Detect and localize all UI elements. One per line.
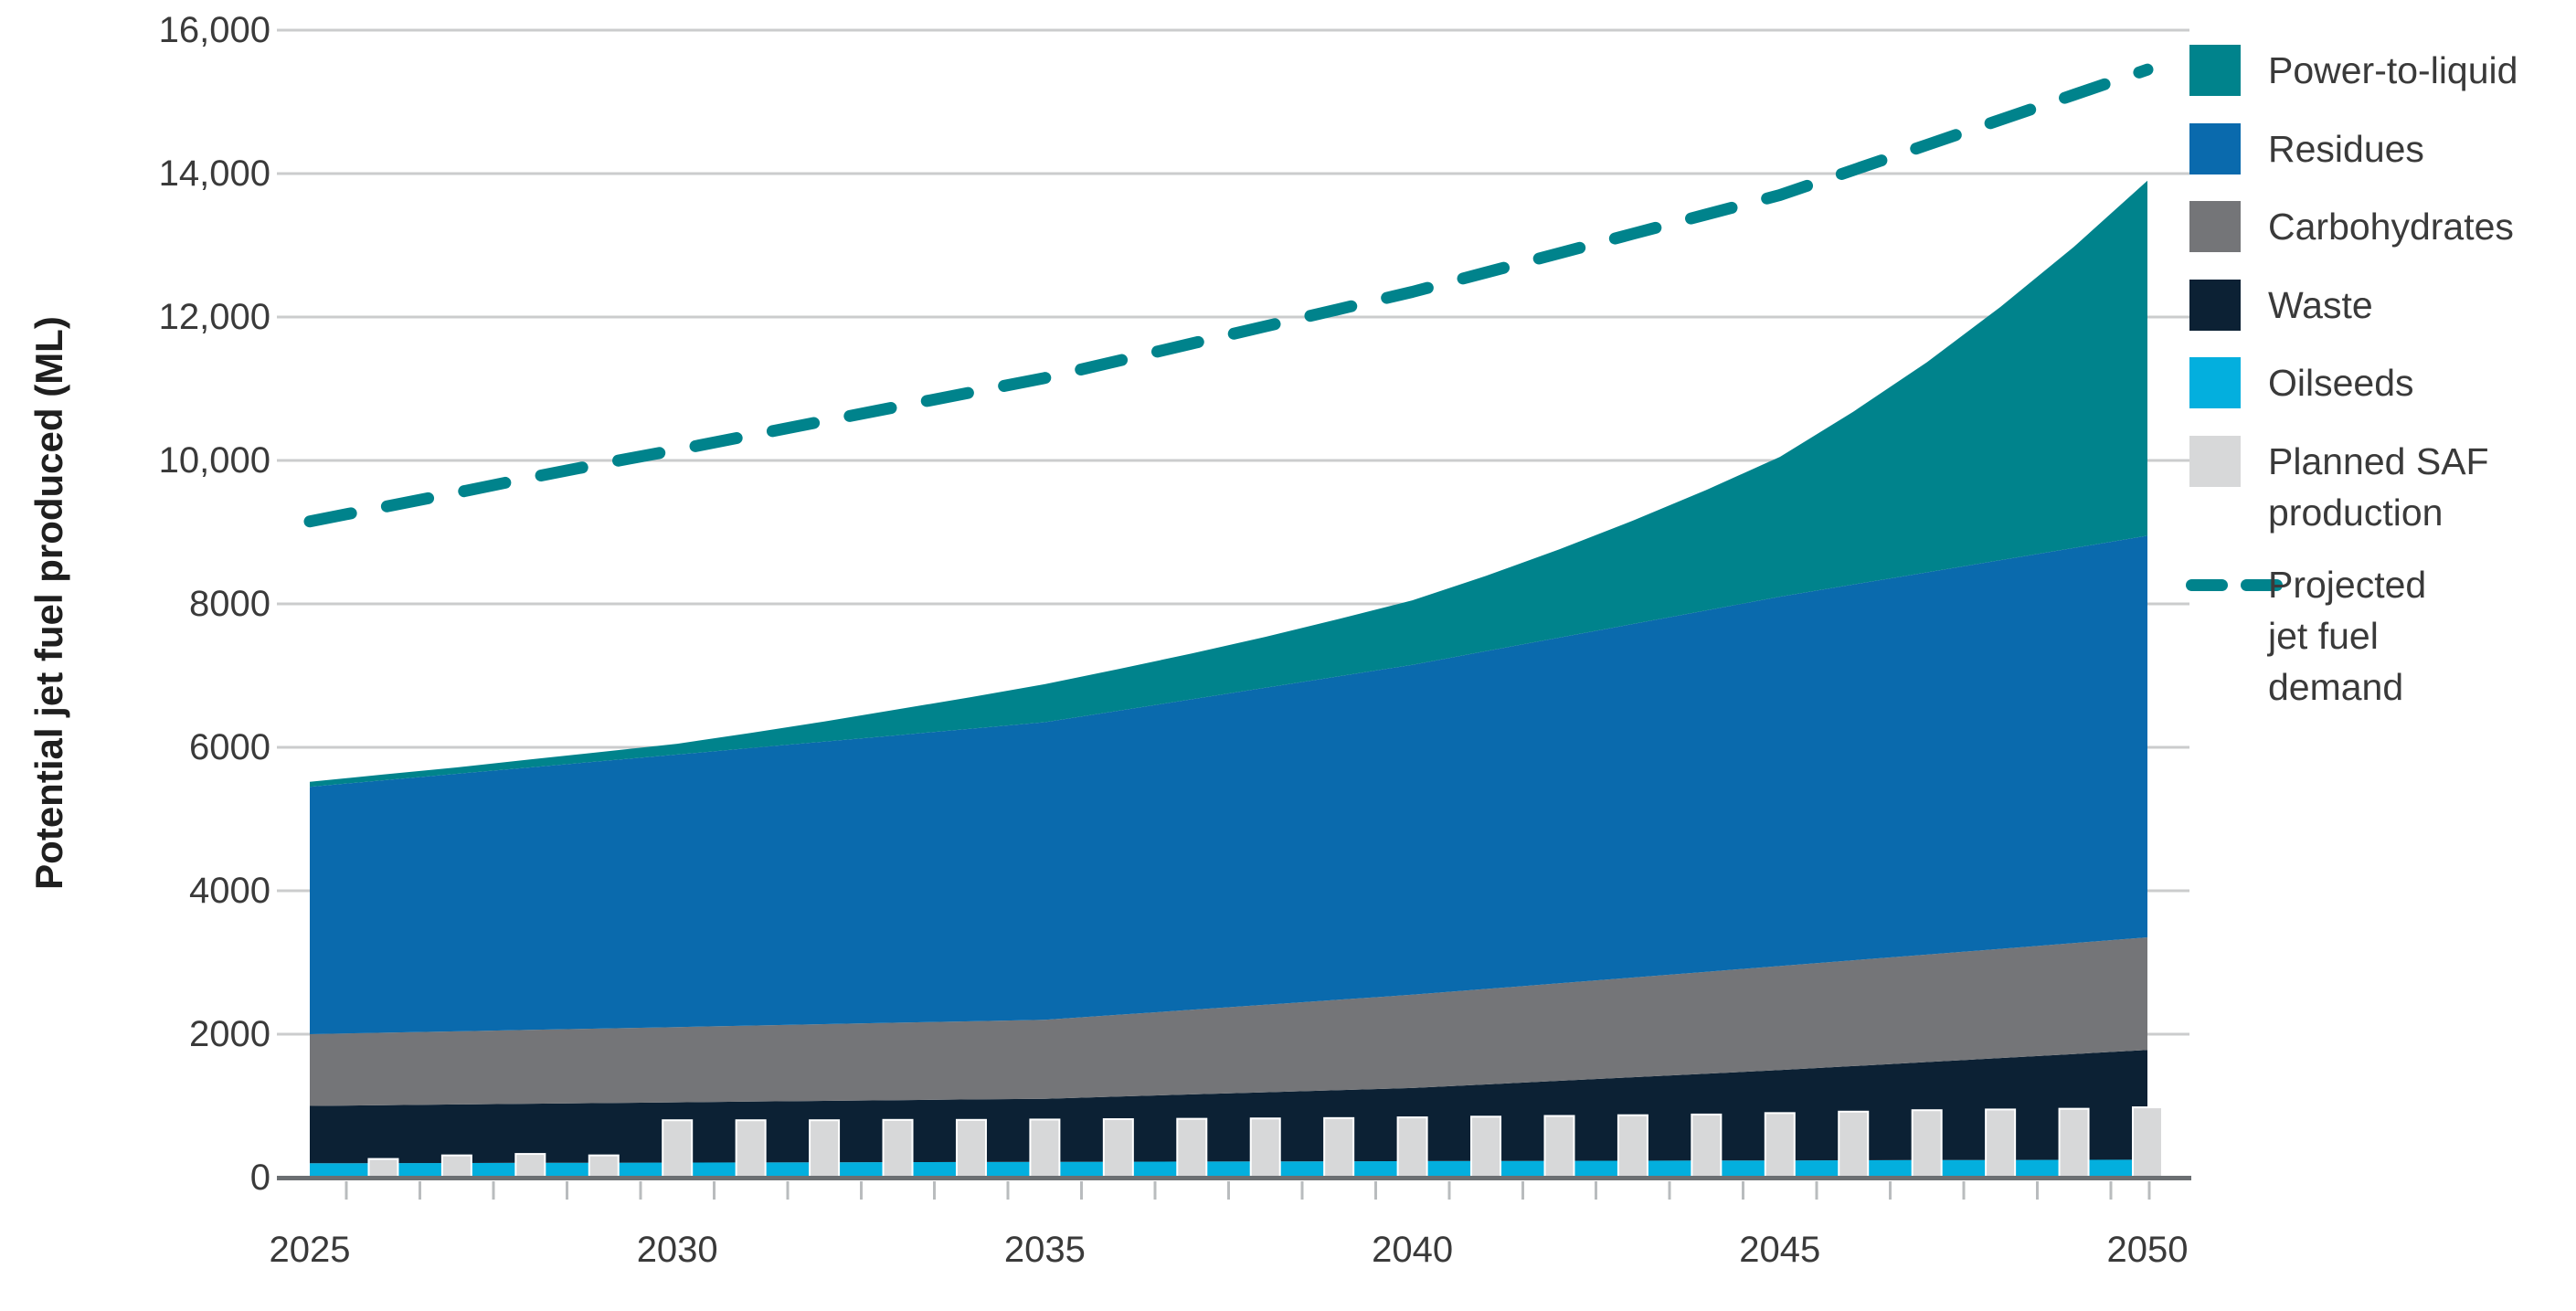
planned-saf-bar bbox=[2132, 1106, 2163, 1179]
planned-saf-bar bbox=[588, 1154, 620, 1179]
legend-label: Residues bbox=[2268, 128, 2424, 170]
y-tick-label: 6000 bbox=[189, 727, 270, 767]
y-tick-label: 14,000 bbox=[158, 153, 270, 194]
legend-swatch-icon bbox=[2189, 201, 2241, 252]
area-series-oilseeds bbox=[310, 1159, 2147, 1178]
planned-saf-bar bbox=[1617, 1114, 1648, 1179]
y-tick-label: 0 bbox=[249, 1158, 270, 1198]
legend-dash-icon bbox=[2186, 579, 2286, 591]
planned-saf-bar bbox=[2058, 1107, 2090, 1179]
legend-label: Carbohydrates bbox=[2268, 206, 2514, 248]
planned-saf-bar bbox=[1249, 1117, 1281, 1179]
planned-saf-bar bbox=[1764, 1112, 1796, 1179]
planned-saf-bar bbox=[1176, 1117, 1208, 1179]
legend-label: Waste bbox=[2268, 284, 2373, 326]
legend-swatch-icon bbox=[2189, 280, 2241, 331]
y-tick-label: 4000 bbox=[189, 871, 270, 911]
x-tick-label: 2035 bbox=[1003, 1230, 1086, 1270]
planned-saf-bar bbox=[367, 1158, 399, 1179]
y-tick-label: 2000 bbox=[189, 1014, 270, 1054]
legend-dash-segment bbox=[2241, 579, 2283, 591]
x-tick-label: 2025 bbox=[269, 1230, 351, 1270]
area-series-carbohydrates bbox=[310, 937, 2147, 1106]
legend-swatch-icon bbox=[2189, 45, 2241, 96]
area-series-waste bbox=[310, 1050, 2147, 1164]
legend-label: Projected jet fuel demand bbox=[2268, 564, 2427, 708]
y-tick-label: 8000 bbox=[189, 584, 270, 624]
y-tick-label: 16,000 bbox=[158, 10, 270, 50]
planned-saf-bar bbox=[1985, 1108, 2017, 1179]
planned-saf-bar bbox=[809, 1119, 841, 1179]
planned-saf-bar bbox=[1029, 1118, 1061, 1179]
legend-swatch-icon bbox=[2189, 357, 2241, 408]
planned-saf-bar bbox=[662, 1119, 694, 1179]
planned-saf-bar bbox=[1396, 1116, 1428, 1179]
planned-saf-bar bbox=[1470, 1115, 1502, 1179]
legend: Power-to-liquid Residues Carbohydrates Wast… bbox=[2186, 0, 2576, 822]
legend-swatch-icon bbox=[2189, 123, 2241, 174]
legend-label: Oilseeds bbox=[2268, 362, 2414, 404]
planned-saf-bar bbox=[1691, 1113, 1723, 1179]
planned-saf-bar bbox=[1102, 1118, 1134, 1179]
area-series-power-to-liquid bbox=[310, 180, 2147, 788]
area-series-residues bbox=[310, 535, 2147, 1034]
legend-label: Power-to-liquid bbox=[2268, 49, 2518, 91]
x-tick-label: 2050 bbox=[2106, 1230, 2189, 1270]
y-tick-label: 12,000 bbox=[158, 297, 270, 337]
planned-saf-bar bbox=[955, 1118, 987, 1179]
planned-saf-bar bbox=[1543, 1115, 1575, 1179]
planned-saf-bar bbox=[440, 1154, 472, 1179]
planned-saf-bar bbox=[1911, 1109, 1943, 1179]
legend-label: Planned SAF production bbox=[2268, 440, 2489, 534]
x-axis-line bbox=[277, 1176, 2191, 1180]
legend-dash-segment bbox=[2186, 579, 2228, 591]
legend-swatch-icon bbox=[2189, 436, 2241, 487]
projected-demand-line bbox=[303, 63, 2154, 528]
planned-saf-bar bbox=[1838, 1110, 1870, 1179]
x-tick-label: 2030 bbox=[636, 1230, 718, 1270]
planned-saf-bar bbox=[1323, 1116, 1355, 1179]
planned-saf-bar bbox=[514, 1153, 546, 1179]
planned-saf-bar bbox=[882, 1118, 914, 1179]
x-tick-label: 2040 bbox=[1372, 1230, 1454, 1270]
x-tick-label: 2045 bbox=[1739, 1230, 1821, 1270]
planned-saf-bar bbox=[735, 1119, 767, 1179]
y-tick-label: 10,000 bbox=[158, 440, 270, 481]
